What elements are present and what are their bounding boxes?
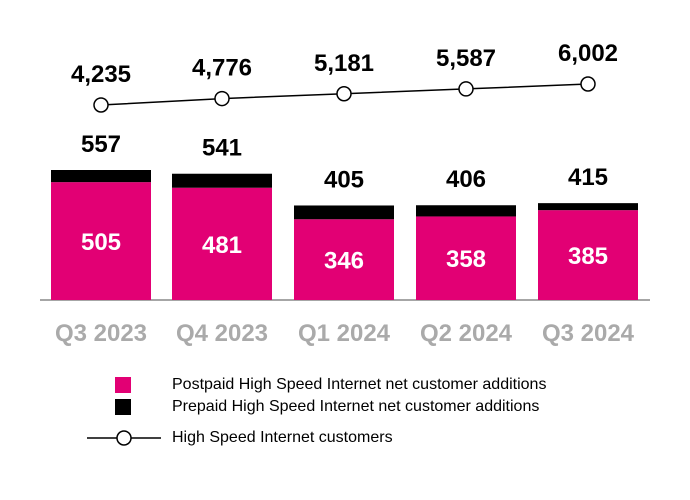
postpaid-data-label: 358 bbox=[446, 246, 486, 273]
postpaid-data-label: 385 bbox=[568, 243, 608, 270]
bar-postpaid bbox=[51, 182, 151, 300]
legend-swatch-prepaid bbox=[115, 399, 131, 415]
bar-postpaid bbox=[172, 187, 272, 300]
line-point bbox=[214, 90, 230, 107]
bar-postpaid bbox=[416, 216, 516, 300]
x-tick-label: Q4 2023 bbox=[176, 320, 268, 347]
bar-prepaid bbox=[51, 170, 151, 183]
x-tick-label: Q2 2024 bbox=[420, 320, 513, 347]
x-tick-label: Q3 2024 bbox=[542, 320, 635, 347]
line-data-label: 4,776 bbox=[192, 55, 252, 82]
bar-postpaid bbox=[294, 219, 394, 300]
legend-line-marker bbox=[87, 430, 161, 446]
legend-label-prepaid: Prepaid High Speed Internet net customer… bbox=[172, 398, 540, 415]
total-data-label: 557 bbox=[81, 131, 121, 158]
line-data-label: 5,587 bbox=[436, 45, 496, 72]
postpaid-data-label: 481 bbox=[202, 232, 242, 259]
line-point bbox=[580, 76, 596, 92]
total-data-label: 541 bbox=[202, 135, 242, 162]
line-point bbox=[458, 81, 474, 97]
total-data-label: 415 bbox=[568, 164, 608, 191]
line-data-label: 6,002 bbox=[558, 40, 618, 67]
legend-label-customers: High Speed Internet customers bbox=[172, 429, 393, 446]
chart-plot: 505 557 Q3 2023 481 541 Q4 2023 346 405 Q1 2024 3… bbox=[40, 40, 650, 347]
bar-prepaid bbox=[294, 205, 394, 220]
bar-postpaid bbox=[538, 210, 638, 300]
postpaid-data-label: 505 bbox=[81, 229, 121, 256]
line-point bbox=[93, 97, 109, 113]
line-data-label: 4,235 bbox=[71, 61, 131, 88]
x-tick-label: Q3 2023 bbox=[55, 320, 147, 347]
legend-swatch-postpaid bbox=[115, 377, 131, 393]
total-data-label: 405 bbox=[324, 166, 364, 193]
line-point bbox=[336, 86, 352, 102]
total-data-label: 406 bbox=[446, 166, 486, 193]
bar-prepaid bbox=[416, 205, 516, 217]
postpaid-data-label: 346 bbox=[324, 248, 364, 275]
x-tick-label: Q1 2024 bbox=[298, 320, 391, 347]
legend-label-postpaid: Postpaid High Speed Internet net custome… bbox=[172, 376, 547, 393]
bar-prepaid bbox=[172, 173, 272, 188]
line-data-label: 5,181 bbox=[314, 50, 374, 77]
bar-prepaid bbox=[538, 203, 638, 211]
